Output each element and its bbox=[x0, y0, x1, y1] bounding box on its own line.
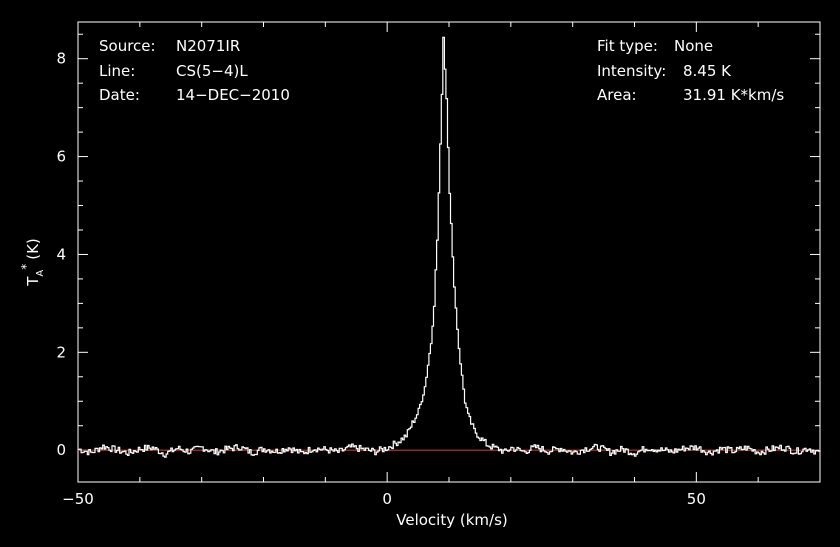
y-tick-label: 8 bbox=[56, 50, 66, 68]
line-key: Line: bbox=[99, 62, 135, 80]
fit-type-key: Fit type: bbox=[597, 37, 658, 55]
line-value: CS(5−4)L bbox=[176, 62, 248, 80]
tick-labels: −50 0 50 0 2 4 6 8 bbox=[56, 50, 705, 508]
date-key: Date: bbox=[99, 86, 140, 104]
y-label-sup: * bbox=[19, 264, 33, 270]
area-value: 31.91 K*km/s bbox=[683, 86, 784, 104]
intensity-value: 8.45 K bbox=[683, 62, 732, 80]
fit-type-value: None bbox=[674, 37, 713, 55]
y-label-main: T bbox=[24, 276, 42, 287]
x-tick-label: 50 bbox=[687, 490, 706, 508]
svg-text:TA*(K): TA* (K) bbox=[19, 238, 46, 287]
x-axis-label: Velocity (km/s) bbox=[396, 511, 507, 529]
series-spectrum bbox=[78, 36, 821, 458]
x-tick-label: −50 bbox=[62, 490, 94, 508]
y-tick-label: 0 bbox=[56, 441, 66, 459]
source-key: Source: bbox=[99, 37, 156, 55]
y-tick-label: 6 bbox=[56, 148, 66, 166]
y-axis-label: TA* (K) bbox=[19, 238, 46, 287]
info-left: Source: N2071IR Line: CS(5−4)L Date: 14−… bbox=[99, 37, 290, 104]
date-value: 14−DEC−2010 bbox=[176, 86, 290, 104]
y-tick-label: 2 bbox=[56, 343, 66, 361]
x-tick-label: 0 bbox=[382, 490, 392, 508]
y-label-unit: (K) bbox=[24, 238, 42, 260]
y-tick-label: 4 bbox=[56, 245, 66, 263]
tick-marks bbox=[77, 22, 821, 482]
info-right: Fit type: None Intensity: 8.45 K Area: 3… bbox=[597, 37, 784, 104]
intensity-key: Intensity: bbox=[597, 62, 666, 80]
y-label-sub: A bbox=[35, 270, 46, 277]
source-value: N2071IR bbox=[176, 37, 240, 55]
area-key: Area: bbox=[597, 86, 637, 104]
